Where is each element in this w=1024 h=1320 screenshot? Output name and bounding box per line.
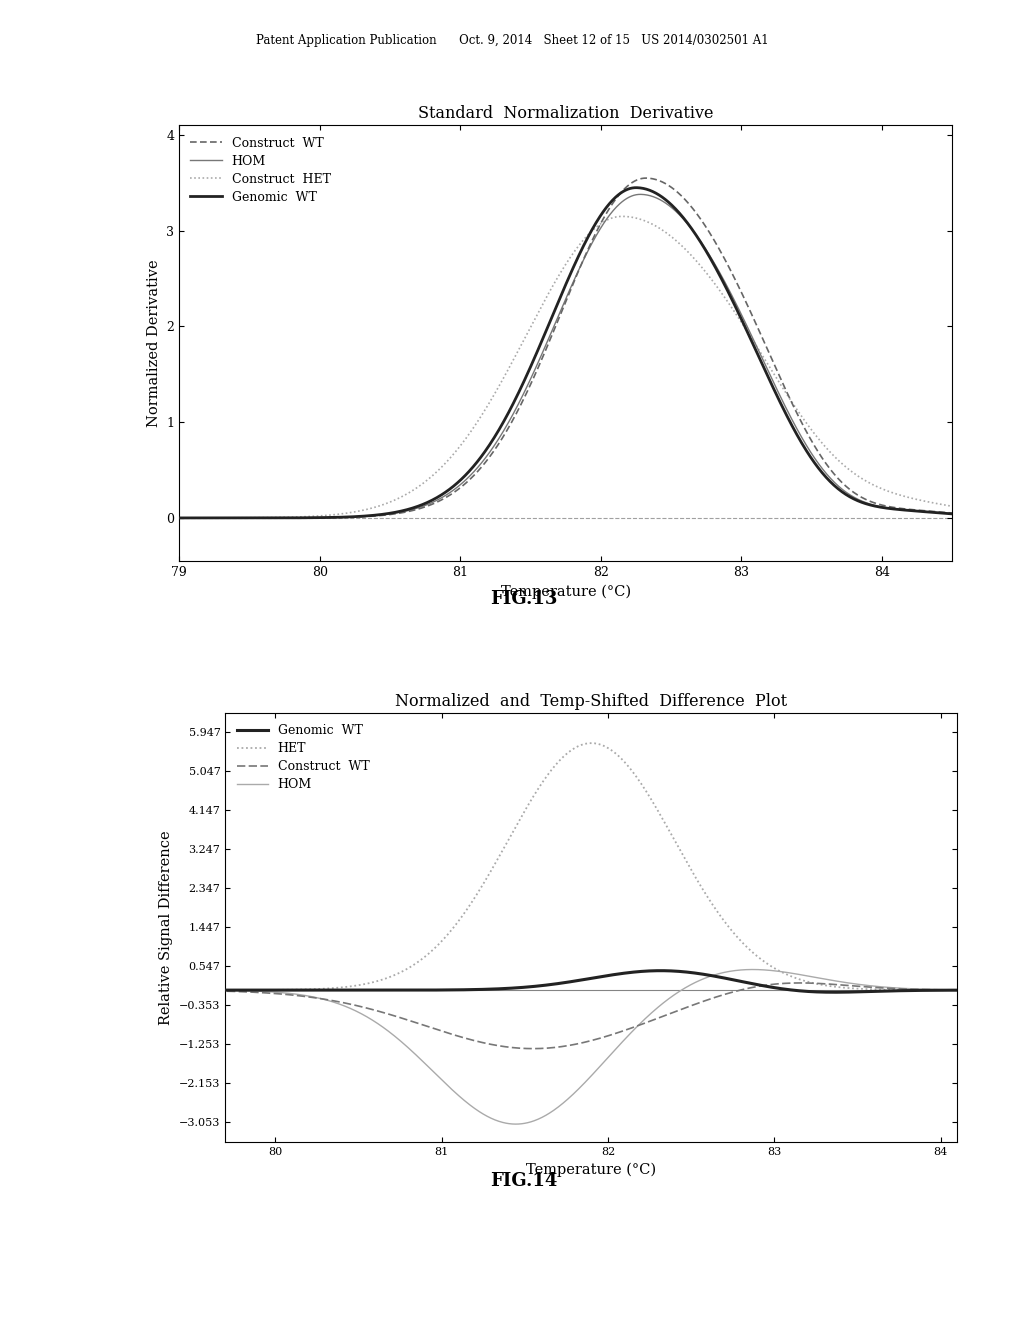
Y-axis label: Relative Signal Difference: Relative Signal Difference [160, 830, 173, 1024]
Title: Standard  Normalization  Derivative: Standard Normalization Derivative [418, 106, 714, 123]
Text: Patent Application Publication      Oct. 9, 2014   Sheet 12 of 15   US 2014/0302: Patent Application Publication Oct. 9, 2… [256, 34, 768, 48]
Y-axis label: Normalized Derivative: Normalized Derivative [146, 260, 161, 426]
Text: FIG.13: FIG.13 [490, 590, 558, 609]
X-axis label: Temperature (°C): Temperature (°C) [501, 585, 631, 599]
Legend: Construct  WT, HOM, Construct  HET, Genomic  WT: Construct WT, HOM, Construct HET, Genomi… [185, 132, 336, 209]
Title: Normalized  and  Temp-Shifted  Difference  Plot: Normalized and Temp-Shifted Difference P… [395, 693, 787, 710]
Legend: Genomic  WT, HET, Construct  WT, HOM: Genomic WT, HET, Construct WT, HOM [231, 719, 375, 796]
X-axis label: Temperature (°C): Temperature (°C) [526, 1162, 656, 1176]
Text: FIG.14: FIG.14 [490, 1172, 558, 1191]
